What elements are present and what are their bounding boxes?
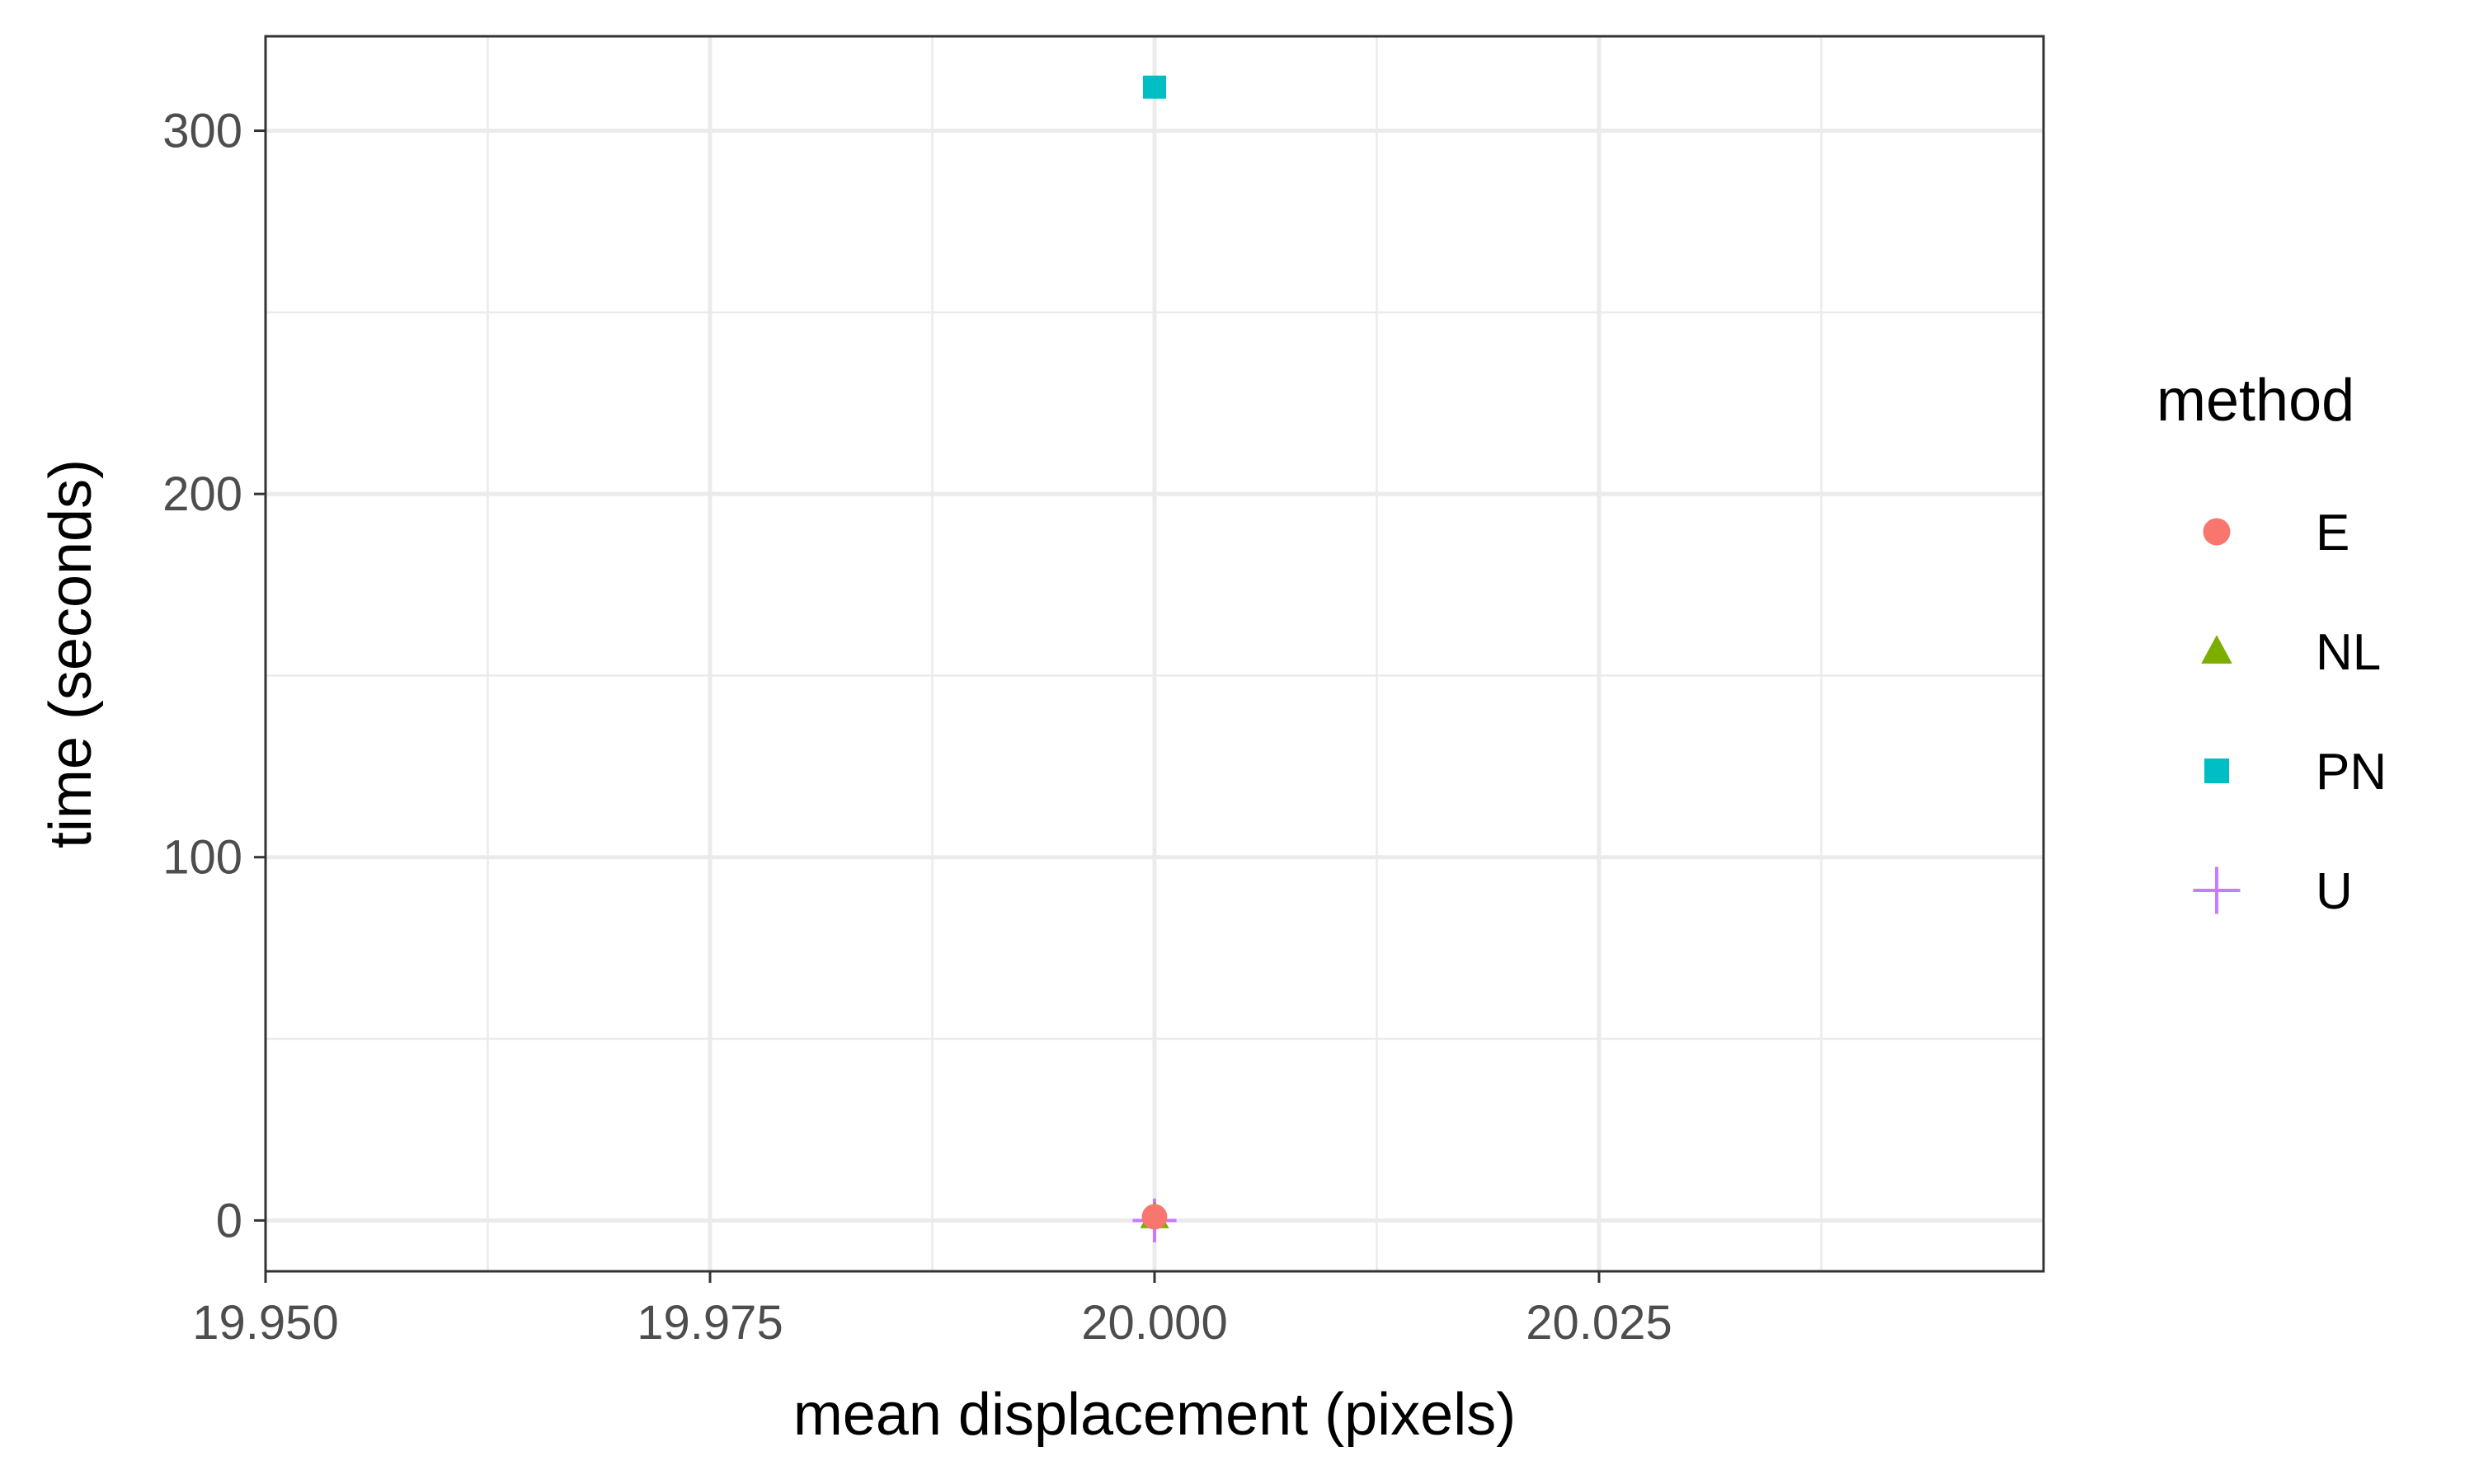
legend: method E NL PN U bbox=[2157, 368, 2387, 920]
point-pn bbox=[1143, 75, 1166, 99]
x-tick-label: 20.025 bbox=[1526, 1296, 1672, 1350]
legend-title: method bbox=[2157, 368, 2354, 434]
grid-lines bbox=[266, 36, 2044, 1271]
x-tick-label: 19.975 bbox=[637, 1296, 783, 1350]
legend-label-u: U bbox=[2316, 863, 2353, 920]
point-e bbox=[1141, 1204, 1168, 1230]
legend-key-pn bbox=[2204, 758, 2229, 783]
data-points bbox=[1132, 75, 1177, 1242]
x-tick-label: 20.000 bbox=[1081, 1296, 1227, 1350]
axes: 19.950 19.975 20.000 20.025 0 100 200 300 bbox=[162, 105, 1672, 1350]
legend-key-e bbox=[2203, 518, 2231, 546]
y-tick-label: 0 bbox=[216, 1194, 242, 1247]
y-axis-title: time (seconds) bbox=[38, 459, 104, 848]
legend-key-u bbox=[2193, 866, 2241, 914]
y-tick-label: 200 bbox=[162, 467, 242, 521]
legend-key-nl bbox=[2201, 635, 2232, 664]
legend-label-pn: PN bbox=[2316, 744, 2387, 801]
y-tick-label: 100 bbox=[162, 831, 242, 885]
x-axis-title: mean displacement (pixels) bbox=[793, 1382, 1516, 1448]
legend-label-e: E bbox=[2316, 505, 2349, 561]
x-tick-label: 19.950 bbox=[192, 1296, 338, 1350]
legend-label-nl: NL bbox=[2316, 624, 2381, 681]
y-tick-label: 300 bbox=[162, 105, 242, 158]
